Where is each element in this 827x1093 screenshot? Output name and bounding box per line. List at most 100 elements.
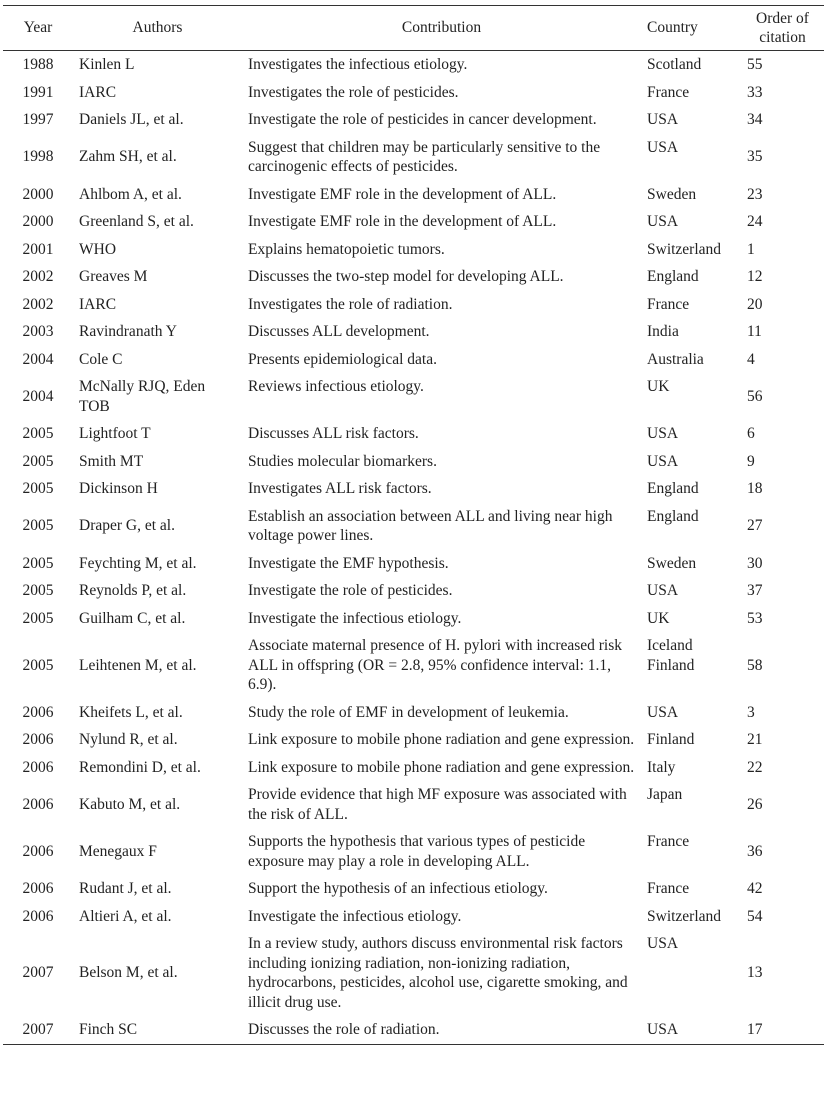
citation-order-cell: 24 <box>747 213 763 230</box>
authors-cell: Lightfoot T <box>79 425 151 442</box>
year-cell: 2007 <box>22 1021 54 1038</box>
citation-order-cell: 56 <box>747 387 763 405</box>
country-cell: Finland <box>647 731 695 748</box>
contribution-cell: Investigate the infectious etiology. <box>248 907 462 925</box>
authors-cell: Nylund R, et al. <box>79 731 178 748</box>
citation-order-cell: 9 <box>747 452 755 470</box>
authors-cell: Kheifets L, et al. <box>79 703 183 721</box>
table-row: 2006 Altieri A, et al. Investigate the inf… <box>3 903 824 931</box>
year-cell: 2005 <box>22 609 54 627</box>
table-row: 2004 Cole C Presents epidemiological data.… <box>3 346 824 374</box>
year-cell: 2006 <box>22 731 54 748</box>
authors-cell: Menegaux F <box>79 842 157 860</box>
contribution-cell: Associate maternal presence of H. pylori… <box>248 637 623 693</box>
citation-order-cell: 35 <box>747 148 763 166</box>
contribution-cell: Discusses the role of radiation. <box>248 1021 440 1038</box>
country-cell: Italy <box>647 758 676 776</box>
authors-cell: Kabuto M, et al. <box>79 795 181 813</box>
authors-cell: Smith MT <box>79 452 144 470</box>
year-cell: 2006 <box>22 842 54 860</box>
authors-cell: Ravindranath Y <box>79 323 177 340</box>
year-cell: 1988 <box>22 56 54 73</box>
country-cell: France <box>647 83 690 101</box>
contribution-cell: Investigate the infectious etiology. <box>248 609 462 627</box>
contribution-cell: Reviews infectious etiology. <box>248 378 424 395</box>
authors-cell: Altieri A, et al. <box>79 907 172 925</box>
table-row: 2005 Dickinson H Investigates ALL risk fac… <box>3 475 824 503</box>
year-cell: 2005 <box>22 425 54 442</box>
authors-cell: Belson M, et al. <box>79 964 178 982</box>
table-row: 2002 Greaves M Discusses the two-step mode… <box>3 263 824 291</box>
citation-order-cell: 6 <box>747 425 755 442</box>
table-row: 2005 Feychting M, et al. Investigate the E… <box>3 550 824 578</box>
authors-cell: Ahlbom A, et al. <box>79 185 182 203</box>
contribution-cell: Link exposure to mobile phone radiation … <box>248 731 635 748</box>
table-head: Year Authors Contribution Country Order of c… <box>3 5 824 51</box>
table-row: 2005 Guilham C, et al. Investigate the inf… <box>3 605 824 633</box>
country-cell: USA <box>647 935 679 952</box>
citation-order-cell: 3 <box>747 703 755 721</box>
authors-cell: Greaves M <box>79 268 148 285</box>
authors-cell: Rudant J, et al. <box>79 880 172 897</box>
authors-cell: Remondini D, et al. <box>79 758 201 776</box>
year-cell: 2005 <box>22 480 54 497</box>
country-cell: England <box>647 507 699 525</box>
country-cell: Scotland <box>647 56 702 73</box>
header-contribution: Contribution <box>401 19 482 37</box>
contribution-cell: Investigates the infectious etiology. <box>248 56 468 73</box>
citation-order-cell: 18 <box>747 480 763 497</box>
country-cell: Japan <box>647 786 683 803</box>
header-row: Year Authors Contribution Country Order of c… <box>3 5 824 51</box>
country-cell: USA <box>647 138 679 156</box>
year-cell: 2006 <box>22 907 54 925</box>
table-row: 2006 Kabuto M, et al. Provide evidence tha… <box>3 781 824 828</box>
citation-order-cell: 12 <box>747 268 763 285</box>
authors-cell: Zahm SH, et al. <box>79 148 177 166</box>
authors-cell: Cole C <box>79 350 123 368</box>
header-year: Year <box>23 19 53 37</box>
table-row: 2005 Smith MT Studies molecular biomarkers… <box>3 448 824 476</box>
authors-cell: McNally RJQ, Eden TOB <box>79 378 206 415</box>
citation-order-cell: 1 <box>747 240 755 258</box>
country-cell: Switzerland <box>647 240 722 258</box>
table-row: 2000 Greenland S, et al. Investigate EMF r… <box>3 208 824 236</box>
citation-order-cell: 26 <box>747 795 763 813</box>
citation-order-cell: 34 <box>747 111 763 128</box>
table-row: 2005 Draper G, et al. Establish an associa… <box>3 503 824 550</box>
table-body: 1988 Kinlen L Investigates the infectious … <box>3 51 824 1044</box>
citation-order-cell: 13 <box>747 964 763 982</box>
citation-order-cell: 11 <box>747 323 762 340</box>
authors-cell: Feychting M, et al. <box>79 554 197 572</box>
country-cell: England <box>647 268 699 285</box>
table-row: 2000 Ahlbom A, et al. Investigate EMF role… <box>3 181 824 209</box>
table-row: 2006 Rudant J, et al. Support the hypothes… <box>3 875 824 903</box>
authors-cell: Leihtenen M, et al. <box>79 656 197 674</box>
authors-cell: Draper G, et al. <box>79 517 175 535</box>
table-row: 2005 Leihtenen M, et al. Associate materna… <box>3 632 824 699</box>
contribution-cell: In a review study, authors discuss envir… <box>248 935 628 1011</box>
country-cell: UK <box>647 378 670 395</box>
country-cell: Sweden <box>647 554 697 572</box>
citation-order-cell: 58 <box>747 656 763 674</box>
year-cell: 2006 <box>22 703 54 721</box>
header-country: Country <box>647 19 698 37</box>
table-row: 1998 Zahm SH, et al. Suggest that children… <box>3 134 824 181</box>
year-cell: 2005 <box>22 582 54 599</box>
header-citation-order: Order of citation <box>756 10 809 46</box>
country-cell: USA <box>647 111 679 128</box>
citation-order-cell: 42 <box>747 880 763 897</box>
header-authors: Authors <box>132 19 183 37</box>
year-cell: 2004 <box>22 350 54 368</box>
table-row: 2007 Belson M, et al. In a review study, a… <box>3 930 824 1016</box>
country-cell: Switzerland <box>647 907 722 925</box>
country-cell: France <box>647 295 690 313</box>
table-row: 2006 Kheifets L, et al. Study the role of … <box>3 699 824 727</box>
year-cell: 2005 <box>22 656 54 674</box>
contribution-cell: Link exposure to mobile phone radiation … <box>248 758 635 776</box>
year-cell: 2006 <box>22 880 54 897</box>
contribution-cell: Studies molecular biomarkers. <box>248 452 437 470</box>
citation-order-cell: 23 <box>747 185 763 203</box>
contribution-cell: Investigates the role of radiation. <box>248 295 453 313</box>
contribution-cell: Investigate EMF role in the development … <box>248 213 557 230</box>
